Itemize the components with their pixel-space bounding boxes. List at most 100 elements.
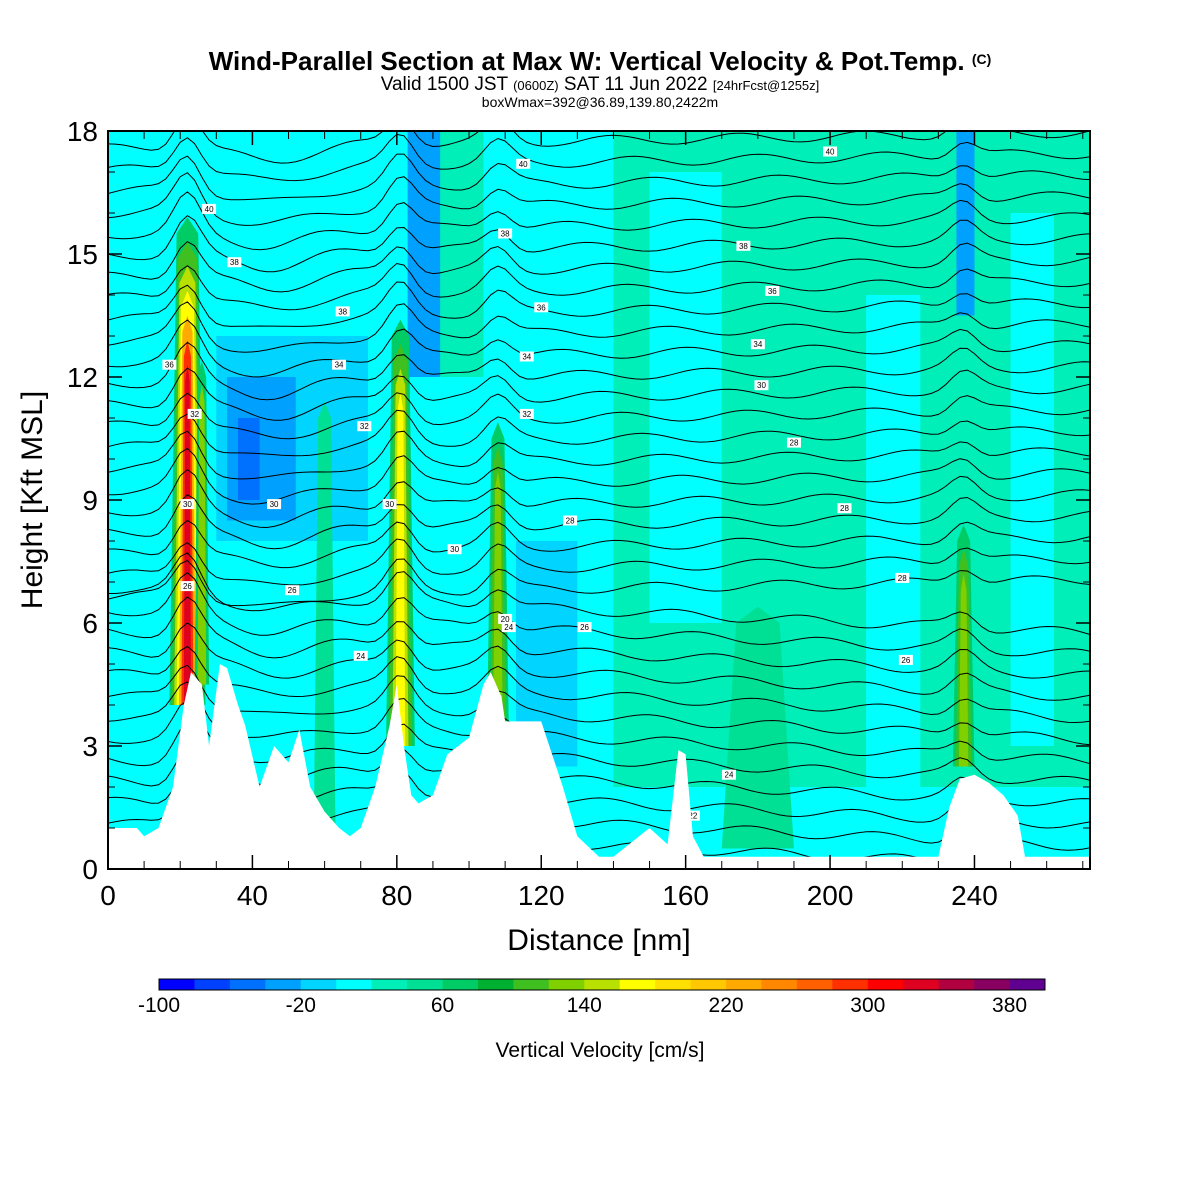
field-down-region-4 [956, 131, 975, 316]
colorbar-title: Vertical Velocity [cm/s] [496, 1039, 705, 1062]
theta-contour-label: 40 [516, 158, 531, 169]
svg-text:34: 34 [335, 361, 344, 370]
theta-contour-line [108, 319, 1090, 378]
colorbar-tick-label: 140 [567, 994, 602, 1017]
colorbar-swatch [867, 979, 904, 990]
svg-text:30: 30 [183, 500, 192, 509]
theta-contour-line [108, 262, 1090, 311]
colorbar-swatch [371, 979, 408, 990]
svg-text:34: 34 [753, 340, 762, 349]
colorbar-frame [158, 978, 1046, 991]
colorbar-swatch [442, 979, 479, 990]
field-band-upper-mid [432, 131, 484, 377]
theta-contour-label: 34 [332, 359, 347, 370]
y-tick-label: 18 [67, 116, 98, 147]
colorbar-tick-label: 380 [992, 994, 1027, 1017]
colorbar-swatch [407, 979, 444, 990]
colorbar-swatch [229, 979, 266, 990]
colorbar-swatch [974, 979, 1011, 990]
svg-text:36: 36 [165, 361, 174, 370]
theta-contour-label: 24 [501, 622, 516, 633]
theta-contour-line [108, 240, 1090, 293]
svg-text:30: 30 [270, 500, 279, 509]
colorbar-swatch [1009, 979, 1046, 990]
theta-contour-line [108, 572, 1090, 657]
theta-contour-line [108, 430, 1090, 480]
svg-text:38: 38 [230, 258, 239, 267]
theta-contour-line [108, 133, 1090, 182]
theta-contour-label: 26 [180, 581, 195, 592]
theta-contour-label: 28 [563, 515, 578, 526]
y-tick-label: 3 [82, 731, 98, 762]
theta-contour-label: 26 [898, 654, 913, 665]
svg-text:24: 24 [504, 623, 513, 632]
colorbar-swatch [584, 979, 621, 990]
svg-text:40: 40 [826, 148, 835, 157]
theta-contour-label: 30 [754, 380, 769, 391]
x-tick-label: 160 [662, 880, 709, 911]
theta-contour-label: 28 [895, 572, 910, 583]
svg-text:22: 22 [688, 812, 697, 821]
colorbar-swatch [265, 979, 302, 990]
colorbar-swatch [761, 979, 798, 990]
theta-contour-label: 24 [353, 650, 368, 661]
field-down-region-1c [237, 418, 260, 500]
theta-contour-line [108, 153, 1090, 201]
theta-contour-label: 32 [357, 421, 372, 432]
theta-contour-label: 40 [202, 203, 217, 214]
theta-contour-line [108, 172, 1090, 226]
theta-contour-line [108, 552, 1090, 635]
theta-contour-label: 28 [786, 437, 801, 448]
theta-contour-label: 38 [335, 306, 350, 317]
colorbar-swatch [300, 979, 337, 990]
theta-contour-label: 30 [267, 499, 282, 510]
svg-text:32: 32 [360, 422, 369, 431]
svg-text:26: 26 [288, 586, 297, 595]
svg-text:36: 36 [768, 287, 777, 296]
theta-contour-label: 24 [721, 769, 736, 780]
theta-contour-label: 30 [382, 499, 397, 510]
colorbar-tick-label: 300 [850, 994, 885, 1017]
svg-text:32: 32 [522, 410, 531, 419]
colorbar-swatch [477, 979, 514, 990]
colorbar-swatch [548, 979, 585, 990]
svg-text:28: 28 [566, 517, 575, 526]
theta-contour-line [108, 664, 1090, 746]
theta-contour-label: 34 [519, 351, 534, 362]
colorbar-swatch [690, 979, 727, 990]
svg-text:26: 26 [580, 623, 589, 632]
svg-text:34: 34 [522, 353, 531, 362]
chart-box-info: boxWmax=392@36.89,139.80,2422m [481, 94, 719, 110]
svg-text:20: 20 [501, 615, 510, 624]
svg-text:28: 28 [898, 574, 907, 583]
svg-text:40: 40 [205, 205, 214, 214]
y-tick-label: 12 [67, 362, 98, 393]
theta-contour-label: 34 [750, 339, 765, 350]
y-tick-label: 15 [67, 239, 98, 270]
colorbar-tick-label: 220 [709, 994, 744, 1017]
svg-text:30: 30 [757, 381, 766, 390]
colorbar-swatch [619, 979, 656, 990]
svg-text:30: 30 [450, 545, 459, 554]
theta-contour-line [108, 392, 1090, 440]
svg-text:24: 24 [356, 652, 365, 661]
field-band-right-gap2 [866, 295, 921, 869]
theta-contour-label: 32 [187, 408, 202, 419]
svg-text:30: 30 [385, 500, 394, 509]
y-tick-label: 0 [82, 854, 98, 885]
colorbar-swatch [159, 979, 195, 990]
theta-contour-line [108, 681, 1090, 765]
svg-text:28: 28 [840, 504, 849, 513]
theta-contour-line [108, 409, 1090, 457]
theta-contour-label: 30 [180, 499, 195, 510]
colorbar-swatch [796, 979, 833, 990]
theta-contour-line [108, 301, 1090, 353]
x-tick-label: 40 [237, 880, 268, 911]
colorbar-swatch [903, 979, 940, 990]
theta-contour-line [108, 281, 1090, 327]
terrain-mask [108, 664, 1090, 869]
x-tick-label: 200 [807, 880, 854, 911]
theta-contour-label: 26 [577, 622, 592, 633]
y-tick-label: 9 [82, 485, 98, 516]
